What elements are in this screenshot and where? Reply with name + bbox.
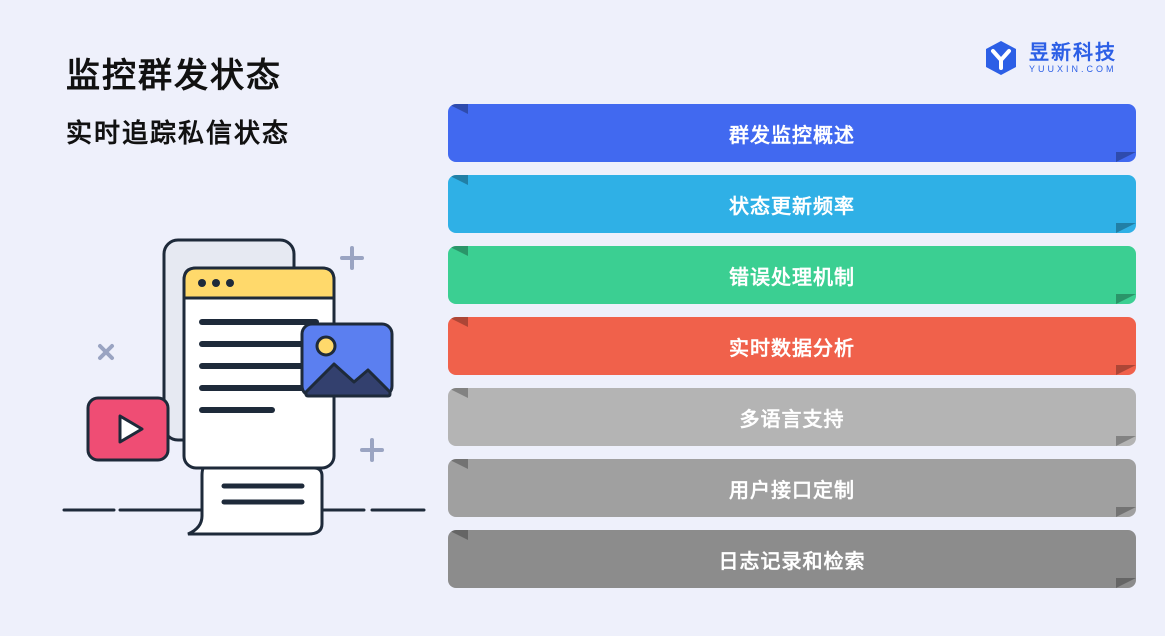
bar-item: 实时数据分析: [448, 317, 1136, 375]
title-sub: 实时追踪私信状态: [66, 113, 290, 150]
bar-item: 多语言支持: [448, 388, 1136, 446]
bar-label: 错误处理机制: [729, 261, 855, 290]
logo-hex-icon: [983, 40, 1019, 76]
bar-label: 用户接口定制: [729, 474, 855, 503]
bar-item: 日志记录和检索: [448, 530, 1136, 588]
feature-bars: 群发监控概述 状态更新频率 错误处理机制 实时数据分析 多语言支持 用户接口定制…: [448, 104, 1136, 588]
logo-cn: 昱新科技: [1029, 43, 1117, 63]
bar-item: 状态更新频率: [448, 175, 1136, 233]
bar-item: 错误处理机制: [448, 246, 1136, 304]
brand-logo: 昱新科技 YUUXIN.COM: [983, 40, 1117, 76]
content-illustration-icon: [54, 230, 434, 560]
bar-label: 状态更新频率: [729, 190, 855, 219]
bar-label: 日志记录和检索: [719, 545, 866, 574]
bar-label: 群发监控概述: [729, 119, 855, 148]
bar-label: 多语言支持: [740, 403, 845, 432]
bar-item: 群发监控概述: [448, 104, 1136, 162]
logo-en: YUUXIN.COM: [1029, 65, 1117, 74]
bar-item: 用户接口定制: [448, 459, 1136, 517]
logo-text: 昱新科技 YUUXIN.COM: [1029, 43, 1117, 74]
title-main: 监控群发状态: [66, 48, 290, 97]
title-block: 监控群发状态 实时追踪私信状态: [66, 48, 290, 150]
bar-label: 实时数据分析: [729, 332, 855, 361]
